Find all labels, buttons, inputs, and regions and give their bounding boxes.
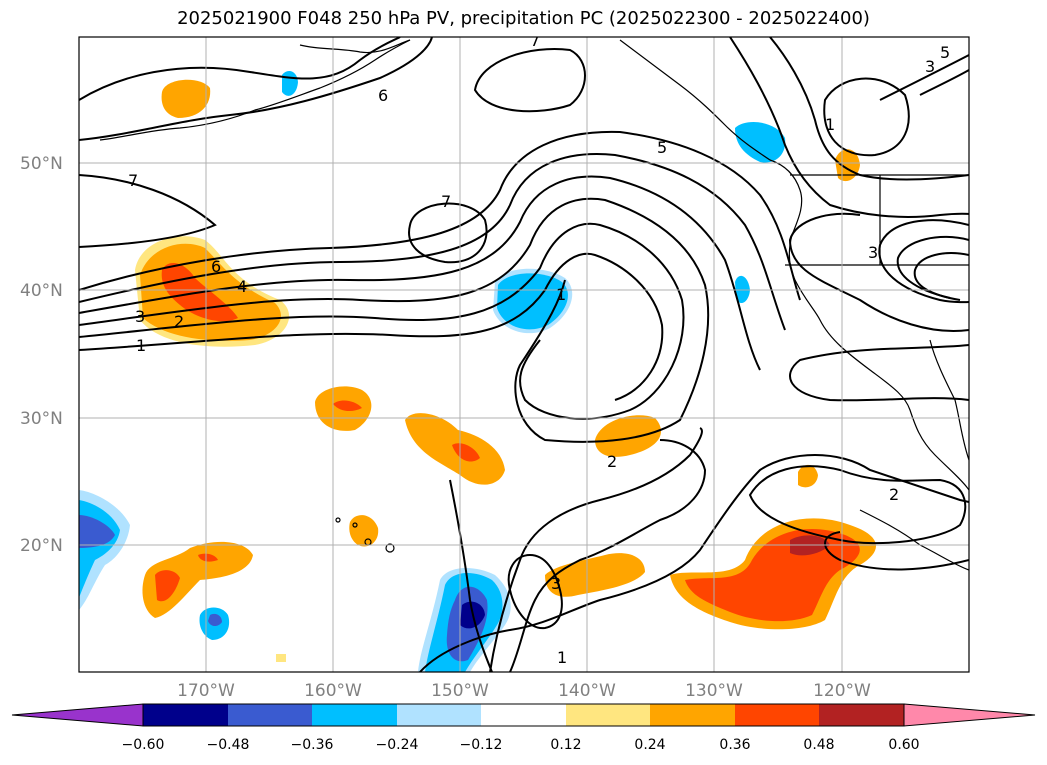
contour-label: 2: [174, 312, 184, 331]
precip-blob-southwest: [142, 541, 253, 618]
precip-blob-central-north: [315, 386, 372, 431]
coastlines: [99, 39, 969, 571]
lon-label-150w: 150°W: [431, 681, 489, 701]
contour-label: 1: [556, 285, 566, 304]
colorbar-swatch: [228, 704, 312, 726]
precip-neg-blob-south: [418, 568, 511, 672]
precip-neg-blob-bc: [735, 122, 786, 163]
graticule: [79, 37, 969, 672]
contour-label: 3: [925, 57, 935, 76]
precip-blob-central: [405, 413, 505, 485]
lon-label-120w: 120°W: [813, 681, 871, 701]
contour-label: 2: [607, 452, 617, 471]
colorbar-swatch: [650, 704, 735, 726]
lon-label-170w: 170°W: [177, 681, 235, 701]
colorbar-tick-label: 0.24: [634, 737, 665, 753]
lon-label-160w: 160°W: [304, 681, 362, 701]
colorbar-tick-label: 0.48: [803, 737, 834, 753]
contour-label: 1: [825, 115, 835, 134]
precip-blob-baja: [798, 464, 818, 488]
lat-label-20n: 20°N: [20, 536, 63, 556]
contour-labels: 7 6 5 7 7 6 4 3 2 1 1 2 2 3 1 3 3 5 1: [128, 31, 950, 667]
colorbar: −0.60 −0.48 −0.36 −0.24 −0.12 0.12 0.24 …: [11, 703, 1036, 753]
colorbar-tick-label: 0.12: [550, 737, 581, 753]
colorbar-swatch: [566, 704, 650, 726]
colorbar-swatches: [11, 703, 1036, 727]
contour-label: 7: [128, 171, 138, 190]
contour-label: 5: [657, 138, 667, 157]
colorbar-extend-max: [903, 703, 1036, 727]
contour-label: 7: [530, 31, 540, 50]
colorbar-swatch: [735, 704, 819, 726]
colorbar-outline: [142, 703, 905, 727]
precip-blob-aleutian: [161, 79, 211, 118]
precip-fills: [79, 70, 877, 672]
lat-label-30n: 30°N: [20, 409, 63, 429]
contour-label: 7: [441, 192, 451, 211]
latitude-labels: 50°N 40°N 30°N 20°N: [20, 154, 63, 556]
contour-label: 3: [135, 307, 145, 326]
colorbar-tick-label: 0.36: [719, 737, 750, 753]
map-frame: [78, 36, 970, 673]
contour-label: 1: [136, 336, 146, 355]
contour-label: 6: [378, 86, 388, 105]
precip-blob-small: [276, 654, 286, 662]
lat-label-50n: 50°N: [20, 154, 63, 174]
lat-label-40n: 40°N: [20, 281, 63, 301]
longitude-labels: 170°W 160°W 150°W 140°W 130°W 120°W: [177, 681, 871, 701]
contour-label: 6: [211, 257, 221, 276]
colorbar-swatch: [819, 704, 904, 726]
pv-contours: [79, 37, 969, 672]
lon-label-130w: 130°W: [685, 681, 743, 701]
colorbar-tick-label: −0.24: [376, 737, 419, 753]
contour-label: 2: [889, 485, 899, 504]
colorbar-swatch: [481, 704, 566, 726]
precip-neg-blob-california: [735, 275, 750, 304]
colorbar-swatch: [312, 704, 397, 726]
map-title: 2025021900 F048 250 hPa PV, precipitatio…: [177, 8, 870, 29]
colorbar-tick-label: −0.12: [460, 737, 503, 753]
colorbar-swatch: [397, 704, 481, 726]
contour-label: 3: [551, 574, 561, 593]
colorbar-tick-label: −0.60: [122, 737, 165, 753]
contour-label: 1: [557, 648, 567, 667]
lon-label-140w: 140°W: [558, 681, 616, 701]
colorbar-extend-min: [11, 703, 144, 727]
colorbar-tick-label: 0.60: [888, 737, 919, 753]
contour-label: 4: [237, 277, 247, 296]
precip-blob-south-central: [545, 553, 645, 597]
precip-neg-blob-small: [199, 607, 230, 640]
precip-blob-east: [595, 415, 662, 457]
precip-neg-blob-west: [79, 490, 130, 610]
contour-label: 5: [940, 43, 950, 62]
contour-label: 3: [868, 243, 878, 262]
colorbar-tick-label: −0.48: [207, 737, 250, 753]
colorbar-tick-label: −0.36: [291, 737, 334, 753]
colorbar-ticks: −0.60 −0.48 −0.36 −0.24 −0.12 0.12 0.24 …: [122, 737, 920, 753]
colorbar-swatch: [143, 704, 228, 726]
